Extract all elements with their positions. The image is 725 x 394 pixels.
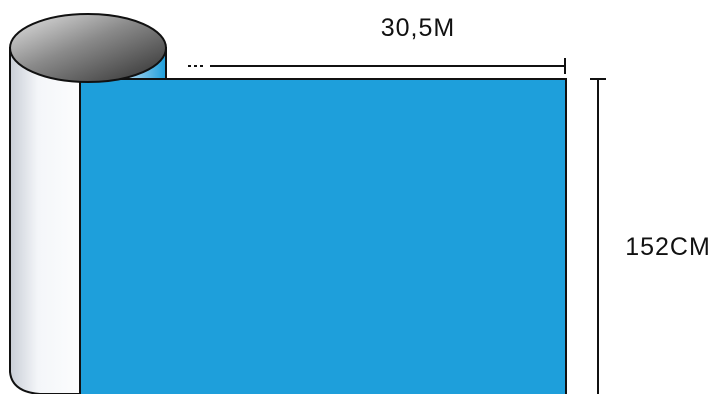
length-label: 30,5M <box>381 14 455 42</box>
roll-core <box>9 13 167 83</box>
width-dimension <box>590 78 606 394</box>
length-dimension <box>188 58 566 74</box>
film-sheet <box>69 78 567 394</box>
width-label: 152CM <box>625 233 711 261</box>
